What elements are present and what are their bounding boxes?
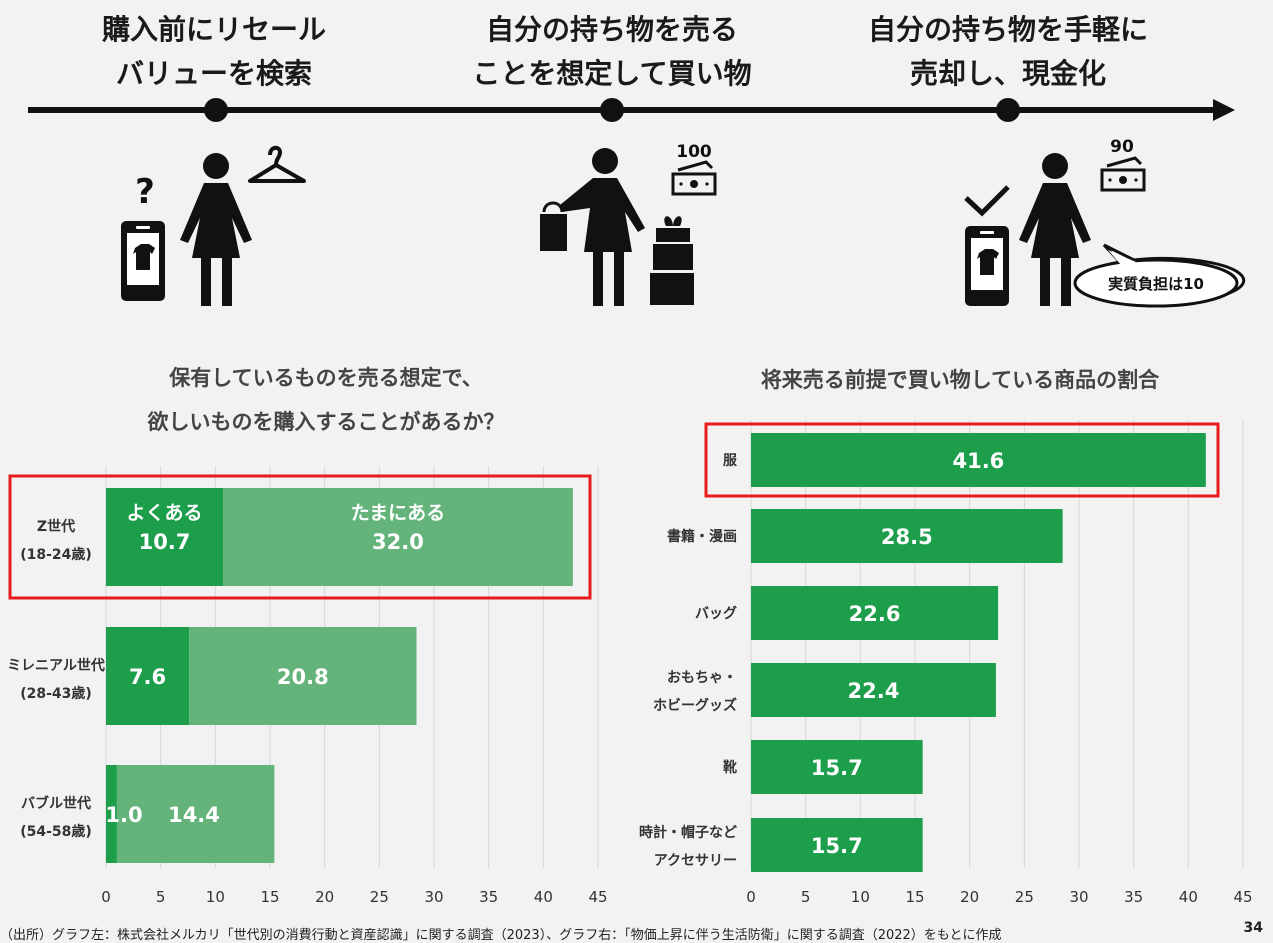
banknote-icon — [671, 160, 717, 196]
amount-90: 90 — [1110, 137, 1134, 157]
data-label: 22.4 — [848, 679, 900, 703]
category-label: おもちゃ・ — [667, 670, 737, 686]
category-label: バブル世代 — [21, 795, 91, 812]
data-label: 10.7 — [139, 530, 191, 554]
callout-text: 実質負担は10 — [1108, 275, 1204, 293]
bar-segment-often — [106, 627, 190, 725]
data-label: 15.7 — [811, 756, 863, 780]
left-chart-title: 保有しているものを売る想定で、 欲しいものを購入することがあるか？ — [20, 356, 632, 444]
smartphone-icon — [121, 221, 165, 301]
step3-title-line1: 自分の持ち物を手軽に — [867, 13, 1148, 46]
checkmark-icon — [964, 185, 1010, 217]
left-chart-title-line2: 欲しいものを購入することがあるか？ — [147, 410, 505, 434]
step3-title-line2: 売却し、現金化 — [909, 57, 1106, 90]
category-label: (28-43歳) — [20, 685, 92, 702]
x-tick-label: 40 — [1179, 888, 1198, 906]
bar-segment-sometimes — [222, 488, 573, 586]
data-label: 15.7 — [811, 834, 863, 858]
step2-title-line2: ことを想定して買い物 — [472, 57, 752, 90]
step1-title-line2: バリューを検索 — [115, 57, 312, 90]
bar — [751, 433, 1206, 487]
gift-boxes-icon — [650, 216, 694, 305]
bar-segment-sometimes — [116, 765, 275, 863]
bar — [751, 509, 1063, 563]
x-tick-label: 45 — [588, 888, 607, 906]
banknote-icon — [1100, 156, 1146, 192]
x-tick-label: 15 — [905, 888, 924, 906]
series-label: たまにある — [351, 502, 445, 524]
smartphone-icon — [965, 226, 1009, 306]
step1-title-line1: 購入前にリセール — [101, 13, 326, 46]
category-label: (54-58歳) — [20, 823, 92, 840]
left-chart-title-line1: 保有しているものを売る想定で、 — [169, 366, 483, 390]
category-label: 服 — [723, 453, 738, 469]
x-tick-label: 35 — [1124, 888, 1143, 906]
bar — [751, 663, 996, 717]
step3-title: 自分の持ち物を手軽に 売却し、現金化 — [818, 8, 1198, 96]
left-stacked-bar-chart: 0 5 10 15 20 25 30 35 40 45 Z世代 (18-24歳) よくある 10.7 たまに… — [7, 466, 608, 906]
page-number: 34 — [1243, 920, 1263, 936]
x-tick-label: 10 — [206, 888, 225, 906]
data-label: 41.6 — [952, 449, 1004, 473]
step2-title-line1: 自分の持ち物を売る — [485, 13, 738, 46]
data-label: 32.0 — [372, 530, 424, 554]
woman-icon — [180, 153, 252, 306]
x-tick-label: 20 — [960, 888, 979, 906]
category-label: アクセサリー — [654, 853, 737, 869]
x-tick-label: 25 — [370, 888, 389, 906]
x-tick-label: 15 — [260, 888, 279, 906]
woman-icon — [1019, 153, 1091, 306]
right-bar-chart: 0 5 10 15 20 25 30 35 40 45 41.6 服 28.5 書籍・漫画 22.6 バッグ 2… — [639, 420, 1253, 906]
question-mark-icon: ? — [135, 172, 155, 212]
x-tick-label: 5 — [801, 888, 811, 906]
x-tick-label: 0 — [746, 888, 756, 906]
data-label: 14.4 — [168, 803, 220, 827]
data-label: 22.6 — [849, 602, 901, 626]
shopping-woman-icon — [560, 148, 645, 306]
step1-title: 購入前にリセール バリューを検索 — [24, 8, 404, 96]
bar — [751, 586, 999, 640]
series-label: よくある — [126, 502, 202, 524]
category-label: Z世代 — [37, 518, 75, 535]
source-footnote: （出所）グラフ左：株式会社メルカリ「世代別の消費行動と資産認識」に関する調査（2… — [0, 928, 1002, 943]
category-label: (18-24歳) — [20, 546, 92, 563]
x-tick-label: 10 — [851, 888, 870, 906]
x-tick-label: 30 — [1069, 888, 1088, 906]
highlight-box — [704, 422, 1220, 498]
right-chart-title: 将来売る前提で買い物している商品の割合 — [760, 368, 1160, 392]
x-tick-label: 35 — [479, 888, 498, 906]
hanger-icon — [248, 145, 306, 183]
category-label: バッグ — [695, 605, 737, 622]
data-label: 20.8 — [277, 665, 329, 689]
shopping-bag-icon — [540, 201, 567, 251]
x-tick-label: 25 — [1015, 888, 1034, 906]
category-label: 書籍・漫画 — [667, 528, 737, 545]
x-tick-label: 0 — [101, 888, 111, 906]
bar-segment-often — [106, 488, 223, 586]
x-tick-label: 45 — [1233, 888, 1252, 906]
data-label: 7.6 — [129, 665, 166, 689]
speech-bubble: 実質負担は10 — [1073, 243, 1246, 308]
timeline-arrow — [28, 98, 1235, 122]
step2-title: 自分の持ち物を売る ことを想定して買い物 — [422, 8, 802, 96]
bar — [751, 818, 923, 872]
timeline-illustration: ? 100 90 — [28, 98, 1246, 308]
bar-segment-often — [106, 765, 117, 863]
x-tick-label: 5 — [156, 888, 166, 906]
category-label: ミレニアル世代 — [7, 657, 105, 674]
bar — [751, 740, 923, 794]
highlight-box — [8, 474, 592, 600]
category-label: ホビーグッズ — [653, 697, 737, 714]
amount-100: 100 — [676, 142, 712, 162]
x-tick-label: 20 — [315, 888, 334, 906]
bar-segment-sometimes — [189, 627, 417, 725]
x-tick-label: 40 — [534, 888, 553, 906]
data-label: 1.0 — [105, 803, 142, 827]
category-label: 靴 — [723, 759, 737, 776]
data-label: 28.5 — [881, 525, 933, 549]
category-label: 時計・帽子など — [639, 824, 737, 841]
x-tick-label: 30 — [424, 888, 443, 906]
